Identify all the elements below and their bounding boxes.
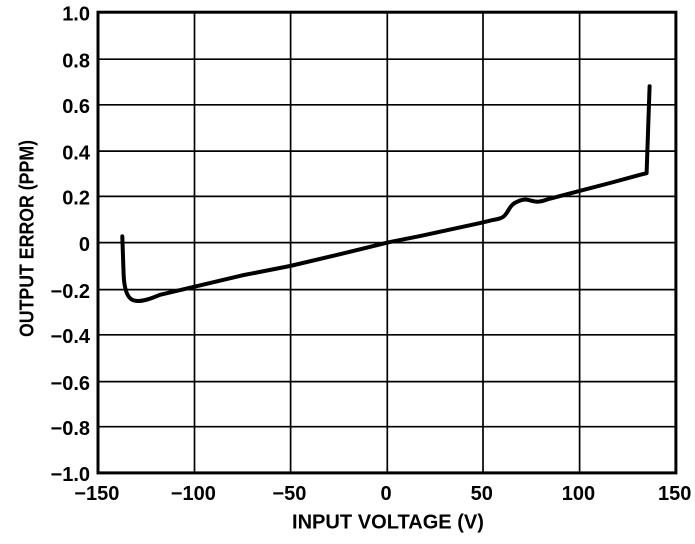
svg-text:0.8: 0.8: [62, 50, 90, 72]
svg-text:−1.0: −1.0: [51, 464, 90, 486]
svg-text:−0.8: −0.8: [51, 418, 90, 440]
svg-text:−100: −100: [171, 483, 216, 505]
svg-text:0.2: 0.2: [62, 188, 90, 210]
svg-text:−0.6: −0.6: [51, 373, 90, 395]
svg-text:0: 0: [79, 234, 90, 256]
svg-text:−0.4: −0.4: [51, 326, 91, 348]
svg-text:150: 150: [658, 483, 691, 505]
svg-text:50: 50: [471, 483, 493, 505]
svg-text:0: 0: [381, 483, 392, 505]
svg-text:−50: −50: [272, 483, 306, 505]
svg-text:1.0: 1.0: [62, 3, 90, 25]
svg-text:0.4: 0.4: [62, 142, 91, 164]
svg-text:INPUT VOLTAGE (V): INPUT VOLTAGE (V): [292, 511, 484, 533]
svg-text:0.6: 0.6: [62, 96, 90, 118]
svg-text:100: 100: [562, 483, 595, 505]
svg-text:OUTPUT ERROR (PPM): OUTPUT ERROR (PPM): [17, 140, 39, 337]
svg-text:−150: −150: [74, 483, 119, 505]
svg-text:−0.2: −0.2: [51, 281, 90, 303]
